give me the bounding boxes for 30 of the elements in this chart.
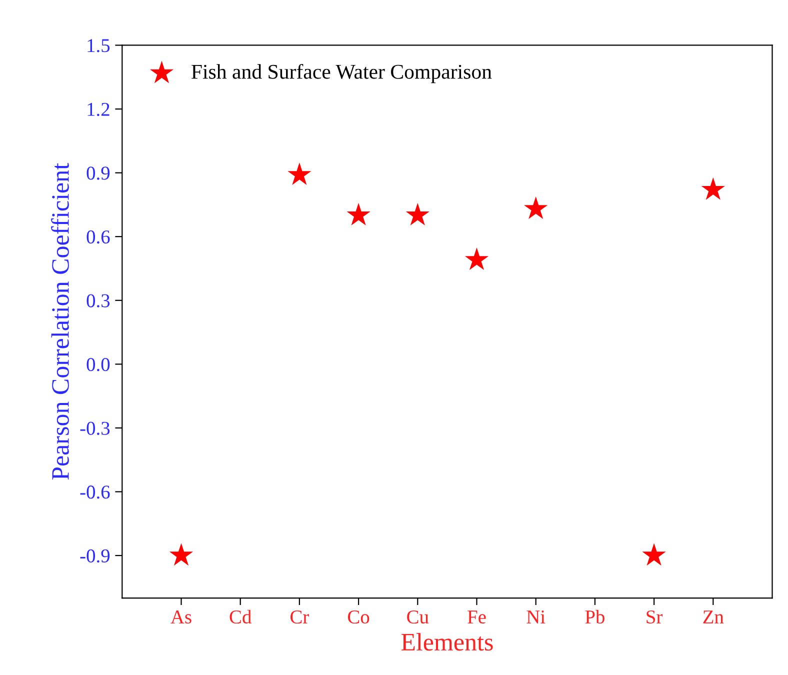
x-tick-label: As (170, 610, 192, 624)
y-tick-label: 1.2 (88, 102, 110, 116)
x-tick-label: Co (348, 610, 370, 624)
point (406, 202, 430, 226)
point (701, 177, 725, 200)
x-tick-label: Fe (468, 610, 486, 624)
y-tick-label: 0.0 (86, 358, 110, 372)
x-tick-label: Cu (407, 610, 429, 624)
x-tick-label: Pb (585, 610, 604, 624)
y-tick-label: 1.5 (88, 39, 110, 52)
x-tick-label: Sr (646, 610, 663, 624)
legend-label: Fish and Surface Water Comparison (191, 64, 492, 84)
y-tick-label: -0.6 (80, 486, 110, 499)
y-tick-label: 0.3 (86, 294, 110, 308)
point (288, 162, 312, 185)
y-tick-label: 0.6 (86, 230, 110, 244)
x-tick-label: Cr (290, 610, 309, 624)
point (524, 196, 548, 219)
point (464, 248, 489, 270)
x-tick-label: Ni (526, 610, 546, 624)
y-tick-label: -0.3 (80, 422, 110, 435)
y-tick-label: -0.9 (80, 549, 110, 563)
point (346, 202, 370, 226)
x-axis-title: Elements (401, 633, 493, 651)
y-axis-title: Pearson Correlation Coefficient (51, 163, 69, 480)
point (642, 543, 666, 566)
x-tick-label: Zn (703, 610, 724, 624)
x-tick-label: Cd (230, 610, 252, 624)
point (169, 543, 194, 566)
y-tick-label: 0.9 (86, 166, 110, 180)
